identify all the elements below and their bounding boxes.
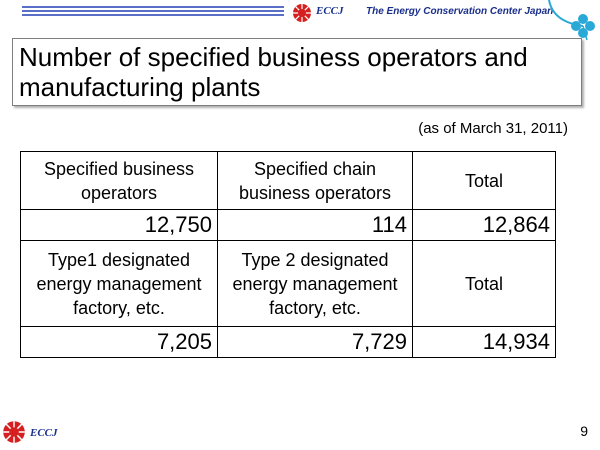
value-factory-total: 14,934 <box>412 326 556 358</box>
header-cell-type1-factory: Type1 designated energy management facto… <box>20 240 218 327</box>
footer-brand: ECCJ <box>30 427 58 439</box>
header-decorative-lines <box>22 4 284 20</box>
value-specified-chain-operators: 114 <box>217 209 413 241</box>
header-cell-specified-chain-operators: Specified chain business operators <box>217 151 413 210</box>
slide-title-line-2: manufacturing plants <box>19 72 261 102</box>
page-number: 9 <box>580 423 588 439</box>
header-cell-factory-total: Total <box>412 240 556 327</box>
value-operators-total: 12,864 <box>412 209 556 241</box>
slide-title-line-1: Number of specified business operators a… <box>19 42 528 72</box>
table-row: 12,750 114 12,864 <box>20 209 556 241</box>
value-type2-factory: 7,729 <box>217 326 413 358</box>
value-type1-factory: 7,205 <box>20 326 218 358</box>
header-brand: ECCJ <box>316 5 344 17</box>
value-specified-business-operators: 12,750 <box>20 209 218 241</box>
as-of-date: (as of March 31, 2011) <box>418 120 568 137</box>
header-cell-type2-factory: Type 2 designated energy management fact… <box>217 240 413 327</box>
table-row: 7,205 7,729 14,934 <box>20 326 556 358</box>
slide-title-box: Number of specified business operators a… <box>12 38 582 106</box>
sun-logo-icon <box>3 421 25 443</box>
table-row: Specified business operators Specified c… <box>20 151 556 210</box>
header-cell-total: Total <box>412 151 556 210</box>
operators-table: Specified business operators Specified c… <box>20 151 556 358</box>
clover-icon <box>548 0 595 41</box>
header-cell-specified-business-operators: Specified business operators <box>20 151 218 210</box>
sun-logo-icon <box>293 4 311 22</box>
table-row: Type1 designated energy management facto… <box>20 240 556 327</box>
organization-name: The Energy Conservation Center Japan <box>366 6 554 17</box>
